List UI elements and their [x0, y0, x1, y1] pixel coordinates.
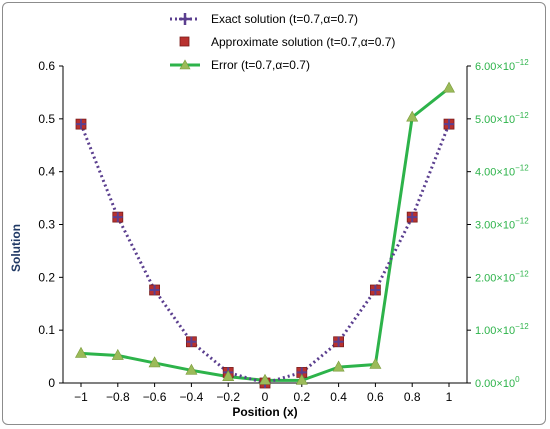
error-point: [406, 110, 419, 122]
x-tick-label: 0.4: [330, 390, 347, 404]
legend-item-exact: Exact solution (t=0.7,α=0.7): [170, 12, 358, 26]
x-tick-label: 0.6: [367, 390, 384, 404]
exact-point: [407, 212, 418, 223]
x-tick-label: −0.6: [143, 390, 167, 404]
x-tick-label: 0.2: [293, 390, 310, 404]
x-tick-label: −0.4: [180, 390, 204, 404]
exact-point: [149, 285, 160, 296]
x-tick-label: 0.8: [404, 390, 421, 404]
y2-tick-label: 2.00×10−12: [475, 269, 529, 284]
error-point: [295, 373, 308, 385]
y2-tick-label: 5.00×10−12: [475, 111, 529, 126]
y-tick-label: 0.5: [38, 112, 55, 126]
legend: Exact solution (t=0.7,α=0.7) Approximate…: [170, 12, 395, 72]
x-ticks: −1 −0.8 −0.6 −0.4 −0.2 0 0.2 0.4 0.6 0.8 1: [74, 383, 453, 404]
series-layer: [74, 81, 456, 389]
y2-tick-label: 3.00×10−12: [475, 217, 529, 232]
y-tick-label: 0.6: [38, 59, 55, 73]
exact-point: [76, 119, 86, 130]
error-point: [148, 356, 161, 368]
x-tick-label: 0: [262, 390, 269, 404]
y2-tick-label: 6.00×10−12: [475, 58, 529, 73]
x-tick-label: −0.8: [106, 390, 130, 404]
axes: [62, 66, 468, 384]
x-axis-title: Position (x): [232, 405, 297, 419]
y-ticks: 0 0.1 0.2 0.3 0.4 0.5 0.6: [38, 59, 63, 390]
y-tick-label: 0: [48, 376, 55, 390]
exact-point: [444, 119, 454, 130]
exact-point: [186, 336, 197, 347]
error-point: [258, 373, 272, 385]
y2-tick-label: 4.00×10−12: [475, 164, 529, 179]
exact-point: [112, 212, 123, 223]
legend-label-error: Error (t=0.7,α=0.7): [211, 58, 310, 72]
error-point: [222, 370, 235, 381]
y-tick-label: 0.2: [38, 270, 55, 284]
x-tick-label: 1: [446, 390, 453, 404]
y2-tick-label: 1.00×10−12: [475, 322, 529, 337]
legend-item-error: Error (t=0.7,α=0.7): [170, 58, 310, 72]
exact-point: [333, 336, 344, 347]
error-point: [185, 363, 198, 375]
legend-item-approximate: Approximate solution (t=0.7,α=0.7): [179, 35, 395, 49]
error-point: [332, 360, 345, 372]
x-tick-label: −0.2: [216, 390, 240, 404]
error-point: [74, 346, 88, 358]
y-tick-label: 0.3: [38, 218, 55, 232]
y2-tick-label: 0.00×100: [475, 375, 520, 390]
error-point: [369, 357, 382, 369]
y-tick-label: 0.1: [38, 323, 55, 337]
error-series-line: [80, 87, 450, 382]
exact-point: [370, 285, 381, 296]
error-point: [442, 81, 456, 93]
y-axis-title: Solution: [9, 224, 23, 272]
exact-series-line: [79, 123, 451, 385]
x-tick-label: −1: [74, 390, 88, 404]
legend-label-exact: Exact solution (t=0.7,α=0.7): [211, 12, 358, 26]
legend-label-approximate: Approximate solution (t=0.7,α=0.7): [211, 35, 395, 49]
error-point: [111, 348, 124, 360]
y2-ticks: 0.00×100 1.00×10−12 2.00×10−12 3.00×10−12 4.…: [467, 58, 529, 390]
y-tick-label: 0.4: [38, 165, 55, 179]
